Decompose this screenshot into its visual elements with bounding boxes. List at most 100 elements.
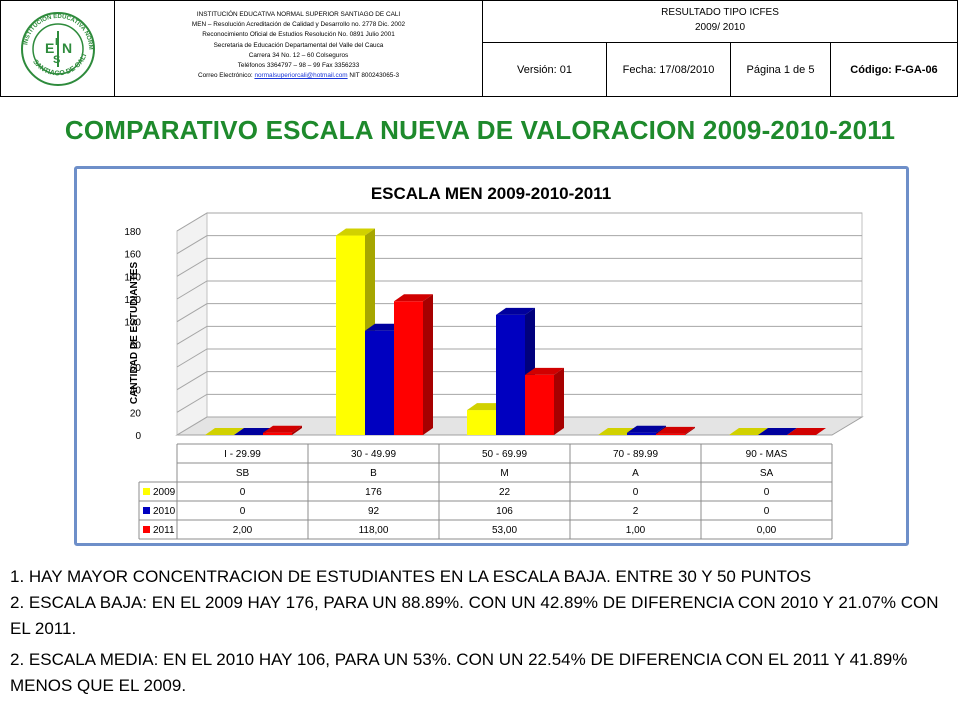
logo-letter-s: S bbox=[53, 54, 60, 66]
note-3: 2. ESCALA MEDIA: EN EL 2010 HAY 106, PAR… bbox=[10, 650, 908, 695]
y-tick-label: 100 bbox=[124, 318, 141, 329]
data-label: 22 bbox=[499, 487, 511, 498]
data-label: 176 bbox=[365, 487, 382, 498]
bar-top-2011 bbox=[656, 426, 695, 434]
bar-top-2011 bbox=[787, 428, 826, 435]
gridline bbox=[176, 416, 862, 436]
bar-top-2010 bbox=[758, 428, 797, 435]
x-tick-label: 90 - MAS bbox=[746, 449, 788, 460]
bar-top-2009 bbox=[729, 428, 768, 435]
gridline bbox=[176, 393, 862, 413]
legend-label: 2010 bbox=[153, 506, 176, 517]
data-label: 0 bbox=[764, 487, 770, 498]
note-2: 2. ESCALA BAJA: EN EL 2009 HAY 176, PARA… bbox=[10, 593, 939, 638]
logo-letter-n: N bbox=[62, 40, 72, 56]
x-tick-label: I - 29.99 bbox=[224, 449, 261, 460]
nit-label: NIT 800243065-3 bbox=[349, 72, 400, 80]
bar-top-2011 bbox=[394, 294, 433, 302]
date-cell: Fecha: 17/08/2010 bbox=[607, 43, 731, 96]
y-tick-label: 0 bbox=[135, 431, 141, 442]
document-title-cell: RESULTADO TIPO ICFES 2009/ 2010 bbox=[483, 1, 957, 43]
bar-top-2010 bbox=[627, 425, 666, 433]
bar-top-2009 bbox=[205, 428, 244, 435]
gridline bbox=[176, 212, 862, 232]
gridline bbox=[176, 280, 862, 300]
x-sub-label: SA bbox=[760, 468, 774, 479]
legend-label: 2011 bbox=[153, 525, 175, 536]
contact-line: Correo Electrónico: normalsuperiorcali@h… bbox=[115, 71, 482, 81]
bar-2011 bbox=[394, 301, 423, 435]
code-cell: Código: F-GA-06 bbox=[850, 63, 938, 76]
email-link[interactable]: normalsuperiorcali@hotmail.com bbox=[254, 72, 348, 80]
gridline bbox=[176, 257, 862, 277]
x-tick-label: 50 - 69.99 bbox=[482, 449, 527, 460]
version-cell: Versión: 01 bbox=[483, 43, 607, 96]
document-title: RESULTADO TIPO ICFES bbox=[661, 7, 779, 18]
school-logo-cell: INSTITUCIÓN EDUCATIVA NORMAL SUPERIOR SA… bbox=[0, 0, 115, 96]
institution-line: Secretaria de Educación Departamental de… bbox=[213, 41, 384, 49]
institution-line: Carrera 34 No. 12 – 60 Colseguros bbox=[248, 51, 349, 59]
chart-title: ESCALA MEN 2009-2010-2011 bbox=[371, 184, 611, 203]
gridline bbox=[176, 348, 862, 368]
bar-2011 bbox=[525, 374, 554, 435]
bar-2010 bbox=[365, 330, 394, 435]
gridline bbox=[176, 325, 862, 345]
y-tick-label: 120 bbox=[124, 295, 141, 306]
bar-2009 bbox=[467, 410, 496, 435]
bar-2010 bbox=[627, 432, 656, 435]
y-tick-label: 80 bbox=[130, 340, 142, 351]
logo-letter-i: I bbox=[55, 37, 58, 48]
chart-side-wall bbox=[176, 212, 208, 436]
bar-chart: ESCALA MEN 2009-2010-2011020406080100120… bbox=[124, 184, 864, 540]
x-sub-label: SB bbox=[236, 468, 250, 479]
data-label: 1,00 bbox=[626, 525, 646, 536]
data-label: 0 bbox=[240, 487, 246, 498]
data-label: 2 bbox=[633, 506, 639, 517]
y-tick-label: 40 bbox=[130, 386, 142, 397]
bar-side-2011 bbox=[685, 426, 695, 435]
bar-side-2011 bbox=[423, 294, 433, 435]
document-meta: RESULTADO TIPO ICFES 2009/ 2010 Versión:… bbox=[483, 1, 957, 96]
x-tick-label: 30 - 49.99 bbox=[351, 449, 396, 460]
x-sub-label: A bbox=[632, 468, 639, 479]
y-tick-label: 180 bbox=[124, 227, 141, 238]
data-label: 0 bbox=[633, 487, 639, 498]
data-label: 0 bbox=[764, 506, 770, 517]
x-sub-label: M bbox=[500, 468, 508, 479]
bar-2010 bbox=[496, 314, 525, 435]
data-label: 0,00 bbox=[757, 525, 777, 536]
chart-container: ESCALA MEN 2009-2010-2011 0 20 40 60 80 100 120… bbox=[74, 166, 909, 546]
analysis-notes: 1. HAY MAYOR CONCENTRACION DE ESTUDIANTE… bbox=[10, 564, 955, 699]
institution-line: Reconocimiento Oficial de Estudios Resol… bbox=[202, 31, 395, 39]
legend-swatch-2011 bbox=[143, 526, 150, 533]
bar-top-2010 bbox=[496, 307, 535, 315]
school-seal-logo: INSTITUCIÓN EDUCATIVA NORMAL SUPERIOR SA… bbox=[0, 0, 95, 86]
page-title: COMPARATIVO ESCALA NUEVA DE VALORACION 2… bbox=[64, 115, 896, 145]
data-label: 0 bbox=[240, 506, 246, 517]
gridline bbox=[176, 371, 862, 391]
institution-line: MEN – Resolución Acreditación de Calidad… bbox=[191, 21, 406, 29]
data-label: 2,00 bbox=[233, 525, 253, 536]
bar-2011 bbox=[263, 432, 292, 435]
y-tick-label: 160 bbox=[124, 250, 141, 261]
institution-info: INSTITUCIÓN EDUCATIVA NORMAL SUPERIOR SA… bbox=[115, 1, 483, 96]
data-label: 106 bbox=[496, 506, 513, 517]
bar-top-2011 bbox=[263, 425, 302, 433]
gridline bbox=[176, 303, 862, 323]
bar-side-2011 bbox=[292, 425, 302, 435]
legend-swatch-2009 bbox=[143, 488, 150, 495]
bar-side-2011 bbox=[554, 367, 564, 435]
logo-letter-e: E bbox=[45, 40, 54, 56]
data-label: 118,00 bbox=[359, 525, 389, 536]
legend-label: 2009 bbox=[153, 487, 176, 498]
y-tick-label: 60 bbox=[130, 363, 142, 374]
y-tick-label: 20 bbox=[130, 408, 142, 419]
x-sub-label: B bbox=[370, 468, 377, 479]
legend-swatch-2010 bbox=[143, 507, 150, 514]
data-label: 92 bbox=[368, 506, 380, 517]
bar-top-2009 bbox=[336, 228, 375, 236]
x-tick-label: 70 - 89.99 bbox=[613, 449, 658, 460]
bar-2009 bbox=[336, 235, 365, 435]
bar-top-2011 bbox=[525, 367, 564, 375]
document-header: INSTITUCIÓN EDUCATIVA NORMAL SUPERIOR SA… bbox=[0, 0, 958, 97]
